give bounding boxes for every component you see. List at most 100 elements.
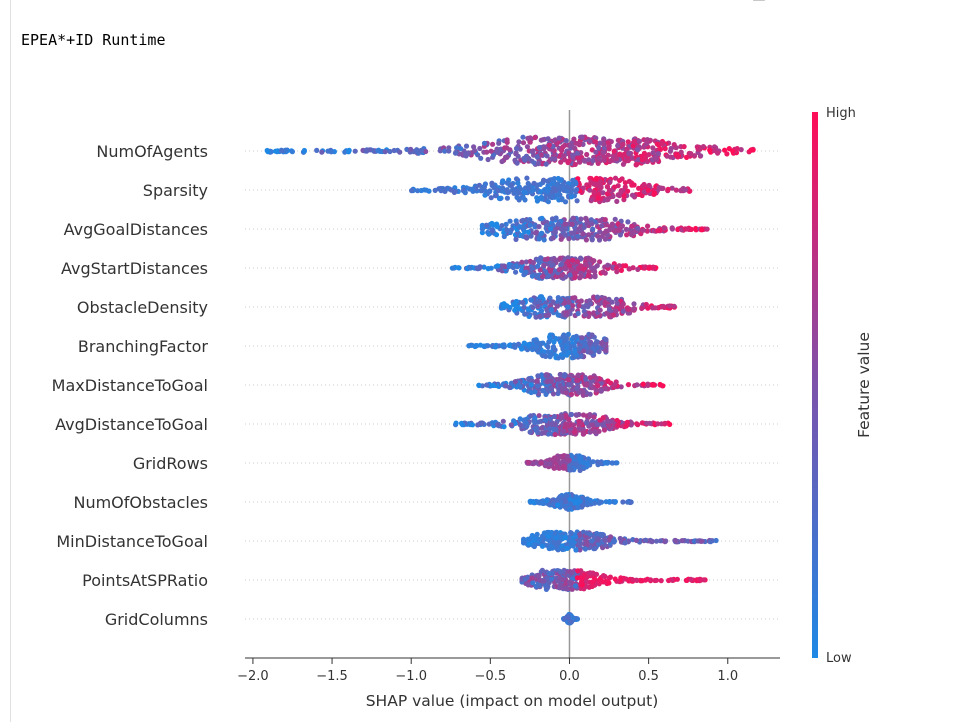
shap-point xyxy=(615,422,621,428)
shap-point xyxy=(668,154,674,160)
shap-point xyxy=(423,148,429,155)
shap-point xyxy=(594,182,600,188)
shap-point xyxy=(504,187,510,193)
shap-point xyxy=(653,538,660,544)
shap-point xyxy=(523,234,529,240)
shap-point xyxy=(573,140,579,146)
shap-point xyxy=(655,228,661,234)
shap-point xyxy=(657,146,664,152)
shap-point xyxy=(520,194,526,200)
shap-point xyxy=(657,381,663,388)
shap-point xyxy=(484,149,490,155)
shap-point xyxy=(567,506,573,512)
shap-point xyxy=(566,236,572,242)
shap-point xyxy=(517,416,523,422)
shap-point xyxy=(545,178,551,184)
shap-point xyxy=(588,264,594,270)
shap-point xyxy=(575,233,581,239)
shap-point xyxy=(558,261,564,267)
shap-point xyxy=(644,228,650,234)
shap-point xyxy=(601,142,607,148)
shap-point xyxy=(639,578,645,584)
shap-point xyxy=(510,264,516,271)
shap-point xyxy=(504,227,510,233)
shap-point xyxy=(504,180,511,186)
shap-point xyxy=(510,418,517,424)
shap-point xyxy=(564,542,570,548)
shap-point xyxy=(584,182,590,188)
shap-point xyxy=(585,273,592,279)
shap-point xyxy=(541,177,547,183)
shap-point xyxy=(581,430,587,436)
shap-point xyxy=(554,192,561,198)
shap-point xyxy=(537,583,543,589)
shap-point xyxy=(540,500,546,506)
shap-point xyxy=(495,188,501,194)
shap-point xyxy=(625,188,631,194)
shap-point xyxy=(641,181,647,188)
shap-point xyxy=(644,138,650,144)
shap-point xyxy=(504,154,510,160)
shap-point xyxy=(542,257,548,263)
shap-point xyxy=(539,567,546,574)
shap-point xyxy=(575,505,581,511)
shap-point xyxy=(493,232,500,238)
shap-point xyxy=(503,383,509,389)
shap-point xyxy=(536,224,542,230)
shap-point xyxy=(535,429,541,436)
shap-point xyxy=(536,536,543,542)
shap-point xyxy=(572,161,578,167)
shap-point xyxy=(605,418,611,425)
feature-dots xyxy=(498,294,678,320)
feature-dots xyxy=(524,452,620,473)
shap-point xyxy=(608,534,614,540)
shap-point xyxy=(539,196,545,202)
shap-point xyxy=(650,145,656,151)
x-tick-label: 0.0 xyxy=(559,669,580,684)
shap-point xyxy=(550,344,557,350)
shap-point xyxy=(593,341,599,347)
shap-point xyxy=(521,229,528,235)
feature-label: AvgStartDistances xyxy=(61,259,208,278)
shap-point xyxy=(554,273,560,280)
shap-point xyxy=(575,372,581,378)
shap-point xyxy=(622,540,628,546)
shap-point xyxy=(458,146,464,152)
shap-point xyxy=(651,190,658,196)
shap-point xyxy=(587,570,593,576)
shap-point xyxy=(620,141,626,147)
shap-point xyxy=(626,150,632,156)
shap-point xyxy=(658,141,665,147)
shap-point xyxy=(640,227,647,233)
shap-point xyxy=(593,375,599,381)
shap-point xyxy=(453,420,459,426)
shap-point xyxy=(551,456,557,462)
shap-point xyxy=(528,297,535,303)
shap-point xyxy=(643,537,649,543)
shap-point xyxy=(609,221,615,227)
shap-point xyxy=(545,431,551,437)
shap-point xyxy=(484,382,490,388)
shap-point xyxy=(478,155,484,161)
shap-point xyxy=(469,422,476,428)
shap-point xyxy=(423,187,429,193)
shap-point xyxy=(562,232,568,238)
shap-point xyxy=(521,304,527,310)
shap-point xyxy=(557,371,563,378)
shap-point xyxy=(487,188,493,194)
shap-point xyxy=(567,463,573,469)
shap-point xyxy=(557,255,563,261)
shap-point xyxy=(488,195,494,201)
shap-point xyxy=(546,461,553,467)
shap-point xyxy=(492,193,499,199)
shap-point xyxy=(598,387,605,393)
shap-point xyxy=(534,195,540,201)
feature-dots xyxy=(466,331,609,361)
shap-point xyxy=(555,312,561,318)
shap-point xyxy=(476,382,482,388)
shap-point xyxy=(592,273,598,279)
shap-point xyxy=(475,422,481,428)
shap-point xyxy=(526,156,532,162)
x-tick-label: −0.5 xyxy=(475,669,507,684)
shap-point xyxy=(562,221,568,227)
